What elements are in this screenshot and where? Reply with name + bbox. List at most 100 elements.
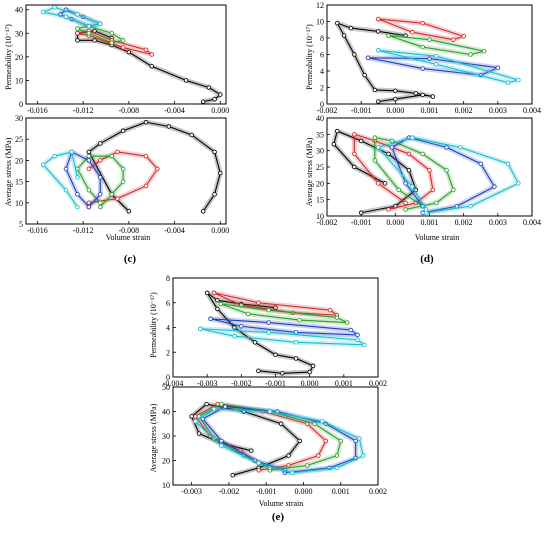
data-point-e-bottom-1 <box>323 438 329 444</box>
panel-label-c: (c) <box>124 253 137 265</box>
data-point-e-top-0 <box>232 325 237 330</box>
data-point-e-bottom-2 <box>304 463 310 468</box>
y-tick-label-e-top: 8 <box>166 274 170 283</box>
data-point-e-bottom-0 <box>286 453 291 458</box>
data-point-e-top-0 <box>273 352 278 357</box>
series-line-c-bottom-1 <box>88 151 158 204</box>
data-point-d-bottom-2 <box>389 138 395 144</box>
data-point-d-bottom-1 <box>430 187 436 193</box>
y-tick-label-c-bottom: 15 <box>15 178 23 187</box>
x-tick-label-c-top: -0.016 <box>27 106 48 115</box>
data-point-e-bottom-2 <box>334 453 340 458</box>
data-point-d-bottom-4 <box>505 161 511 166</box>
data-point-e-top-4 <box>293 340 299 345</box>
series-line-c-bottom-4 <box>42 151 78 208</box>
series-line-d-top-1 <box>378 18 465 41</box>
data-point-c-bottom-2 <box>86 187 92 193</box>
data-point-c-top-4 <box>75 12 80 17</box>
data-point-e-top-3 <box>239 324 244 329</box>
y-tick-label-d-top: 6 <box>320 51 324 60</box>
data-point-d-top-0 <box>376 99 381 104</box>
data-point-d-top-3 <box>365 55 371 60</box>
data-point-d-top-0 <box>372 87 378 93</box>
data-point-e-bottom-0 <box>278 421 284 426</box>
data-point-d-top-4 <box>434 53 439 59</box>
y-tick-label-d-bottom: 25 <box>316 163 324 172</box>
y-tick-label-e-bottom: 30 <box>162 432 170 441</box>
data-point-e-bottom-4 <box>267 409 273 414</box>
data-point-c-bottom-4 <box>75 175 80 180</box>
data-point-d-top-0 <box>352 52 357 57</box>
data-point-d-top-0 <box>393 88 398 93</box>
data-point-d-bottom-1 <box>376 181 381 186</box>
data-point-e-top-3 <box>266 320 271 325</box>
x-tick-label-c-bottom: -0.016 <box>27 226 48 235</box>
data-point-c-bottom-0 <box>126 209 132 214</box>
data-point-d-top-2 <box>468 52 473 57</box>
y-tick-label-e-bottom: 40 <box>162 408 170 417</box>
y-tick-label-d-top: 12 <box>316 1 324 10</box>
ylabel-c-bottom: Average stress (MPa) <box>4 137 13 206</box>
data-point-e-top-3 <box>355 332 360 338</box>
data-point-c-top-0 <box>200 99 206 104</box>
y-tick-label-c-top: 0 <box>19 100 23 109</box>
x-tick-label-e-bottom: 0.002 <box>369 487 387 496</box>
x-tick-label-c-top: -0.008 <box>119 106 140 115</box>
data-point-c-top-0 <box>92 38 97 43</box>
data-point-c-top-2 <box>75 26 80 31</box>
data-point-c-bottom-4 <box>63 187 69 193</box>
data-point-c-top-2 <box>109 31 114 36</box>
data-point-e-top-1 <box>327 307 333 313</box>
axes-frame-c-bottom <box>25 117 227 225</box>
y-tick-label-e-bottom: 50 <box>162 383 170 392</box>
data-point-d-bottom-3 <box>478 161 483 166</box>
x-tick-label-e-bottom: -0.003 <box>181 487 202 496</box>
data-point-e-top-0 <box>307 369 312 375</box>
data-point-d-bottom-2 <box>444 168 449 173</box>
data-point-e-bottom-0 <box>230 473 235 478</box>
x-tick-label-e-bottom: -0.001 <box>256 487 277 496</box>
data-point-d-bottom-0 <box>352 164 357 170</box>
data-point-d-bottom-1 <box>406 151 412 157</box>
x-tick-label-e-bottom: -0.002 <box>219 487 240 496</box>
data-point-e-bottom-4 <box>193 419 198 424</box>
data-point-c-bottom-4 <box>52 153 57 159</box>
data-point-c-bottom-2 <box>98 200 103 205</box>
axes-frame-c-top <box>25 4 227 105</box>
data-point-c-bottom-2 <box>86 153 92 159</box>
x-tick-label-d-bottom: 0.000 <box>386 218 404 227</box>
data-point-e-top-4 <box>232 333 237 339</box>
data-point-d-top-3 <box>420 66 425 71</box>
x-tick-label-d-top: 0.000 <box>386 106 404 115</box>
y-tick-label-c-top: 10 <box>15 76 23 85</box>
y-tick-label-d-bottom: 20 <box>316 179 324 188</box>
y-tick-label-d-top: 8 <box>320 34 324 43</box>
data-point-c-bottom-2 <box>98 204 103 210</box>
data-point-c-top-0 <box>126 49 132 55</box>
data-point-d-bottom-3 <box>444 145 449 150</box>
data-point-d-bottom-4 <box>468 203 473 209</box>
data-point-d-top-2 <box>481 49 487 54</box>
data-point-d-bottom-2 <box>372 158 378 163</box>
data-point-c-bottom-1 <box>155 166 160 172</box>
data-point-c-top-1 <box>149 52 154 57</box>
x-tick-label-c-bottom: -0.012 <box>73 226 94 235</box>
data-point-e-top-0 <box>280 371 285 376</box>
y-tick-label-e-bottom: 20 <box>162 457 170 466</box>
y-tick-label-e-top: 6 <box>166 299 170 308</box>
data-point-c-top-1 <box>143 47 149 52</box>
data-point-e-top-0 <box>215 306 220 312</box>
data-point-e-bottom-3 <box>222 404 228 409</box>
data-point-c-bottom-0 <box>166 124 172 129</box>
data-point-d-top-0 <box>420 92 425 98</box>
data-point-e-bottom-1 <box>316 453 321 458</box>
data-point-c-top-0 <box>75 38 80 43</box>
data-point-e-bottom-0 <box>249 448 254 453</box>
ylabel-c-top: Permeability (10⁻¹⁷) <box>4 24 13 90</box>
data-point-c-bottom-1 <box>115 196 120 201</box>
data-point-e-bottom-2 <box>312 421 317 426</box>
y-tick-label-c-bottom: 25 <box>15 135 23 144</box>
data-point-d-top-2 <box>420 44 425 50</box>
y-tick-label-d-bottom: 30 <box>316 147 324 156</box>
y-tick-label-c-top: 40 <box>15 6 23 15</box>
